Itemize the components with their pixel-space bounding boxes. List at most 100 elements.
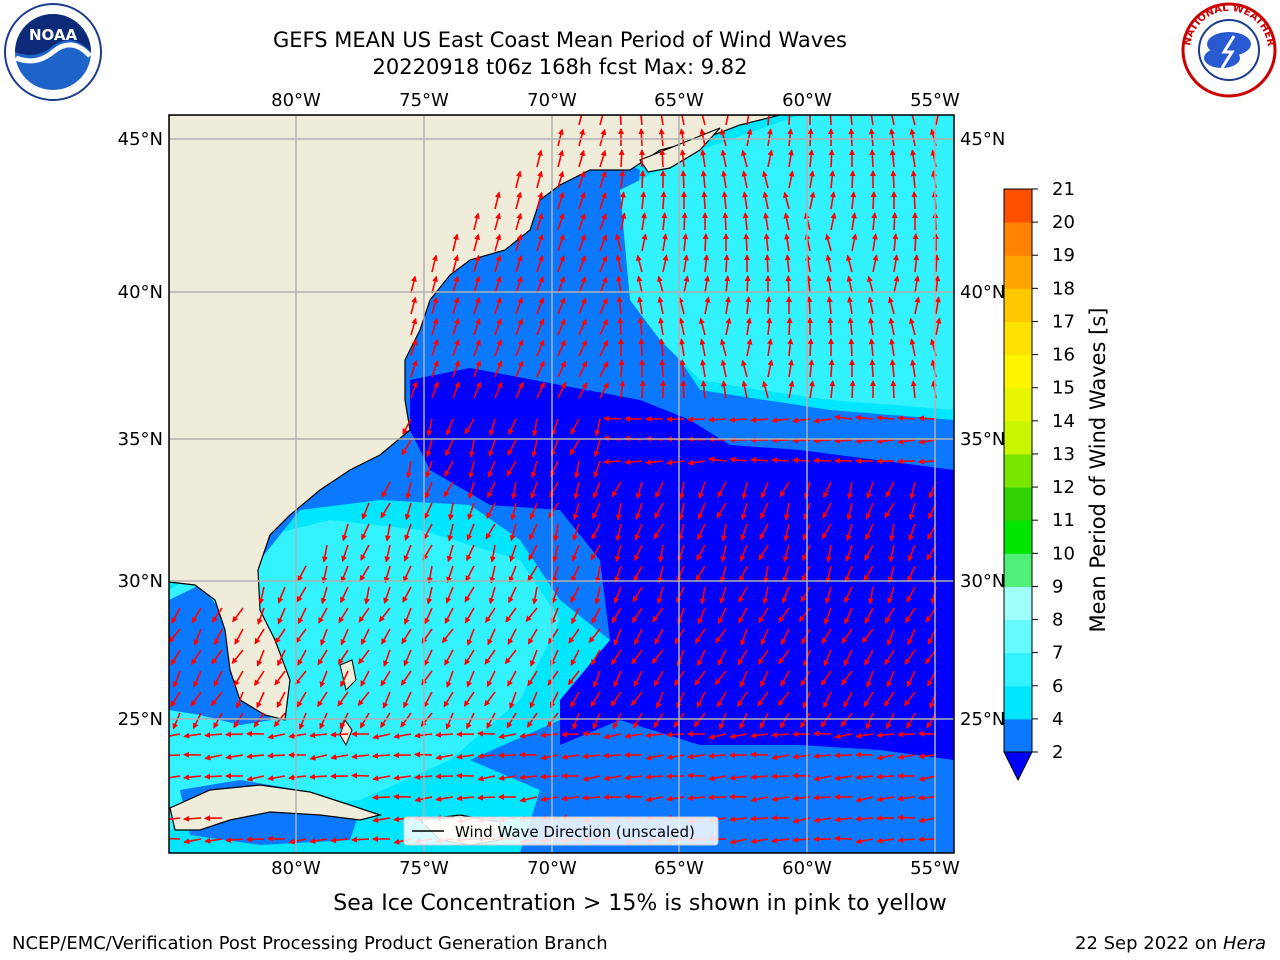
wind-wave-arrow [211, 649, 223, 665]
colorbar-cell [1004, 321, 1032, 356]
wind-wave-arrow [741, 481, 748, 500]
wind-wave-arrow [813, 817, 832, 824]
wind-wave-arrow [750, 732, 769, 739]
wind-wave-arrow [708, 794, 727, 801]
colorbar-cell [1004, 288, 1032, 322]
wind-wave-arrow [855, 438, 874, 445]
wind-wave-arrow [557, 381, 567, 399]
wind-wave-arrow [889, 338, 896, 357]
wind-wave-arrow [654, 628, 664, 645]
wind-wave-arrow [536, 318, 545, 336]
wind-wave-arrow [410, 296, 418, 315]
wind-wave-arrow [876, 732, 895, 739]
wind-wave-arrow [697, 502, 706, 520]
wind-wave-arrow [380, 712, 391, 729]
wind-wave-arrow [435, 795, 454, 802]
wind-wave-arrow [571, 565, 580, 583]
wind-wave-arrow [861, 628, 874, 644]
lat-label: 45°N [118, 129, 163, 150]
wind-wave-arrow [372, 733, 391, 740]
wind-wave-arrow [515, 275, 523, 294]
wind-wave-arrow [676, 586, 685, 604]
wind-wave-arrow [805, 275, 812, 294]
wind-wave-arrow [466, 628, 475, 646]
wind-wave-arrow [235, 691, 244, 709]
wind-wave-arrow [464, 607, 475, 624]
wind-wave-arrow [382, 691, 391, 709]
wind-wave-arrow [211, 607, 223, 623]
wind-wave-arrow [477, 753, 496, 760]
wind-wave-arrow [401, 628, 412, 645]
wind-wave-arrow [918, 438, 937, 445]
lat-label: 35°N [960, 429, 1005, 450]
wind-wave-arrow [594, 586, 601, 605]
wind-wave-arrow [787, 359, 794, 378]
wind-wave-arrow [886, 628, 895, 646]
wind-wave-arrow [578, 191, 586, 210]
wind-wave-arrow [505, 607, 517, 623]
wind-wave-arrow [519, 732, 538, 739]
wind-wave-arrow [767, 359, 774, 378]
footer-date-text: 22 Sep 2022 on [1075, 933, 1223, 954]
wind-wave-arrow [721, 170, 728, 189]
lat-label: 30°N [118, 571, 163, 592]
wind-wave-arrow [830, 212, 837, 231]
wind-wave-arrow [848, 338, 855, 357]
wind-wave-arrow [557, 233, 565, 252]
wind-wave-arrow [599, 276, 608, 294]
wind-wave-arrow [410, 317, 418, 336]
wind-wave-arrow [687, 416, 706, 423]
colorbar-tick-label: 18 [1052, 278, 1075, 299]
wind-wave-arrow [771, 731, 790, 738]
colorbar-label: Mean Period of Wind Waves [s] [1086, 308, 1110, 633]
wind-wave-arrow [213, 712, 223, 729]
wind-wave-arrow [740, 628, 748, 646]
wind-wave-arrow [446, 670, 454, 688]
wind-wave-arrow [193, 628, 202, 646]
wind-wave-arrow [687, 459, 706, 466]
colorbar-cell [1004, 718, 1032, 753]
map-subtitle-forecast: 20220918 t06z 168h fcst Max: 9.82 [372, 55, 748, 79]
lon-label: 75°W [399, 90, 449, 111]
wind-wave-arrow [697, 523, 706, 541]
wind-wave-arrow [660, 191, 667, 210]
wind-wave-arrow [779, 481, 790, 498]
wind-wave-arrow [425, 439, 433, 458]
legend-label: Wind Wave Direction (unscaled) [455, 823, 695, 841]
colorbar-tick-label: 15 [1052, 378, 1075, 399]
wind-wave-arrow [484, 649, 496, 665]
wind-wave-arrow [867, 296, 874, 315]
wind-wave-arrow [509, 523, 517, 542]
wind-wave-arrow [172, 712, 181, 730]
wind-wave-arrow [907, 565, 916, 583]
wind-wave-arrow [547, 670, 559, 686]
wind-wave-arrow [309, 837, 328, 844]
footer-machine: Hera [1222, 933, 1266, 954]
wind-wave-arrow [233, 712, 244, 729]
wind-wave-arrow [864, 544, 874, 561]
wind-wave-arrow [717, 481, 727, 498]
wind-wave-arrow [742, 212, 749, 231]
wind-wave-arrow [624, 732, 643, 739]
wind-wave-arrow [891, 212, 898, 231]
wind-wave-arrow [473, 275, 481, 294]
wind-wave-arrow [719, 338, 727, 357]
wind-wave-arrow [721, 191, 728, 210]
wind-wave-arrow [487, 628, 496, 646]
wind-wave-arrow [869, 149, 876, 168]
wind-wave-arrow [529, 523, 538, 541]
wind-wave-arrow [256, 649, 265, 667]
wind-wave-arrow [456, 795, 475, 802]
wind-wave-arrow [330, 837, 349, 844]
wind-wave-arrow [446, 565, 454, 584]
colorbar-cell [1004, 619, 1032, 654]
wind-wave-arrow [825, 544, 832, 563]
wind-wave-arrow [613, 628, 622, 646]
wind-wave-arrow [866, 275, 874, 294]
wind-wave-arrow [750, 751, 769, 758]
wind-wave-arrow [653, 523, 664, 540]
wind-wave-arrow [183, 732, 202, 739]
wind-wave-arrow [425, 460, 433, 479]
wind-wave-arrow [897, 814, 916, 821]
wind-wave-arrow [737, 649, 748, 666]
